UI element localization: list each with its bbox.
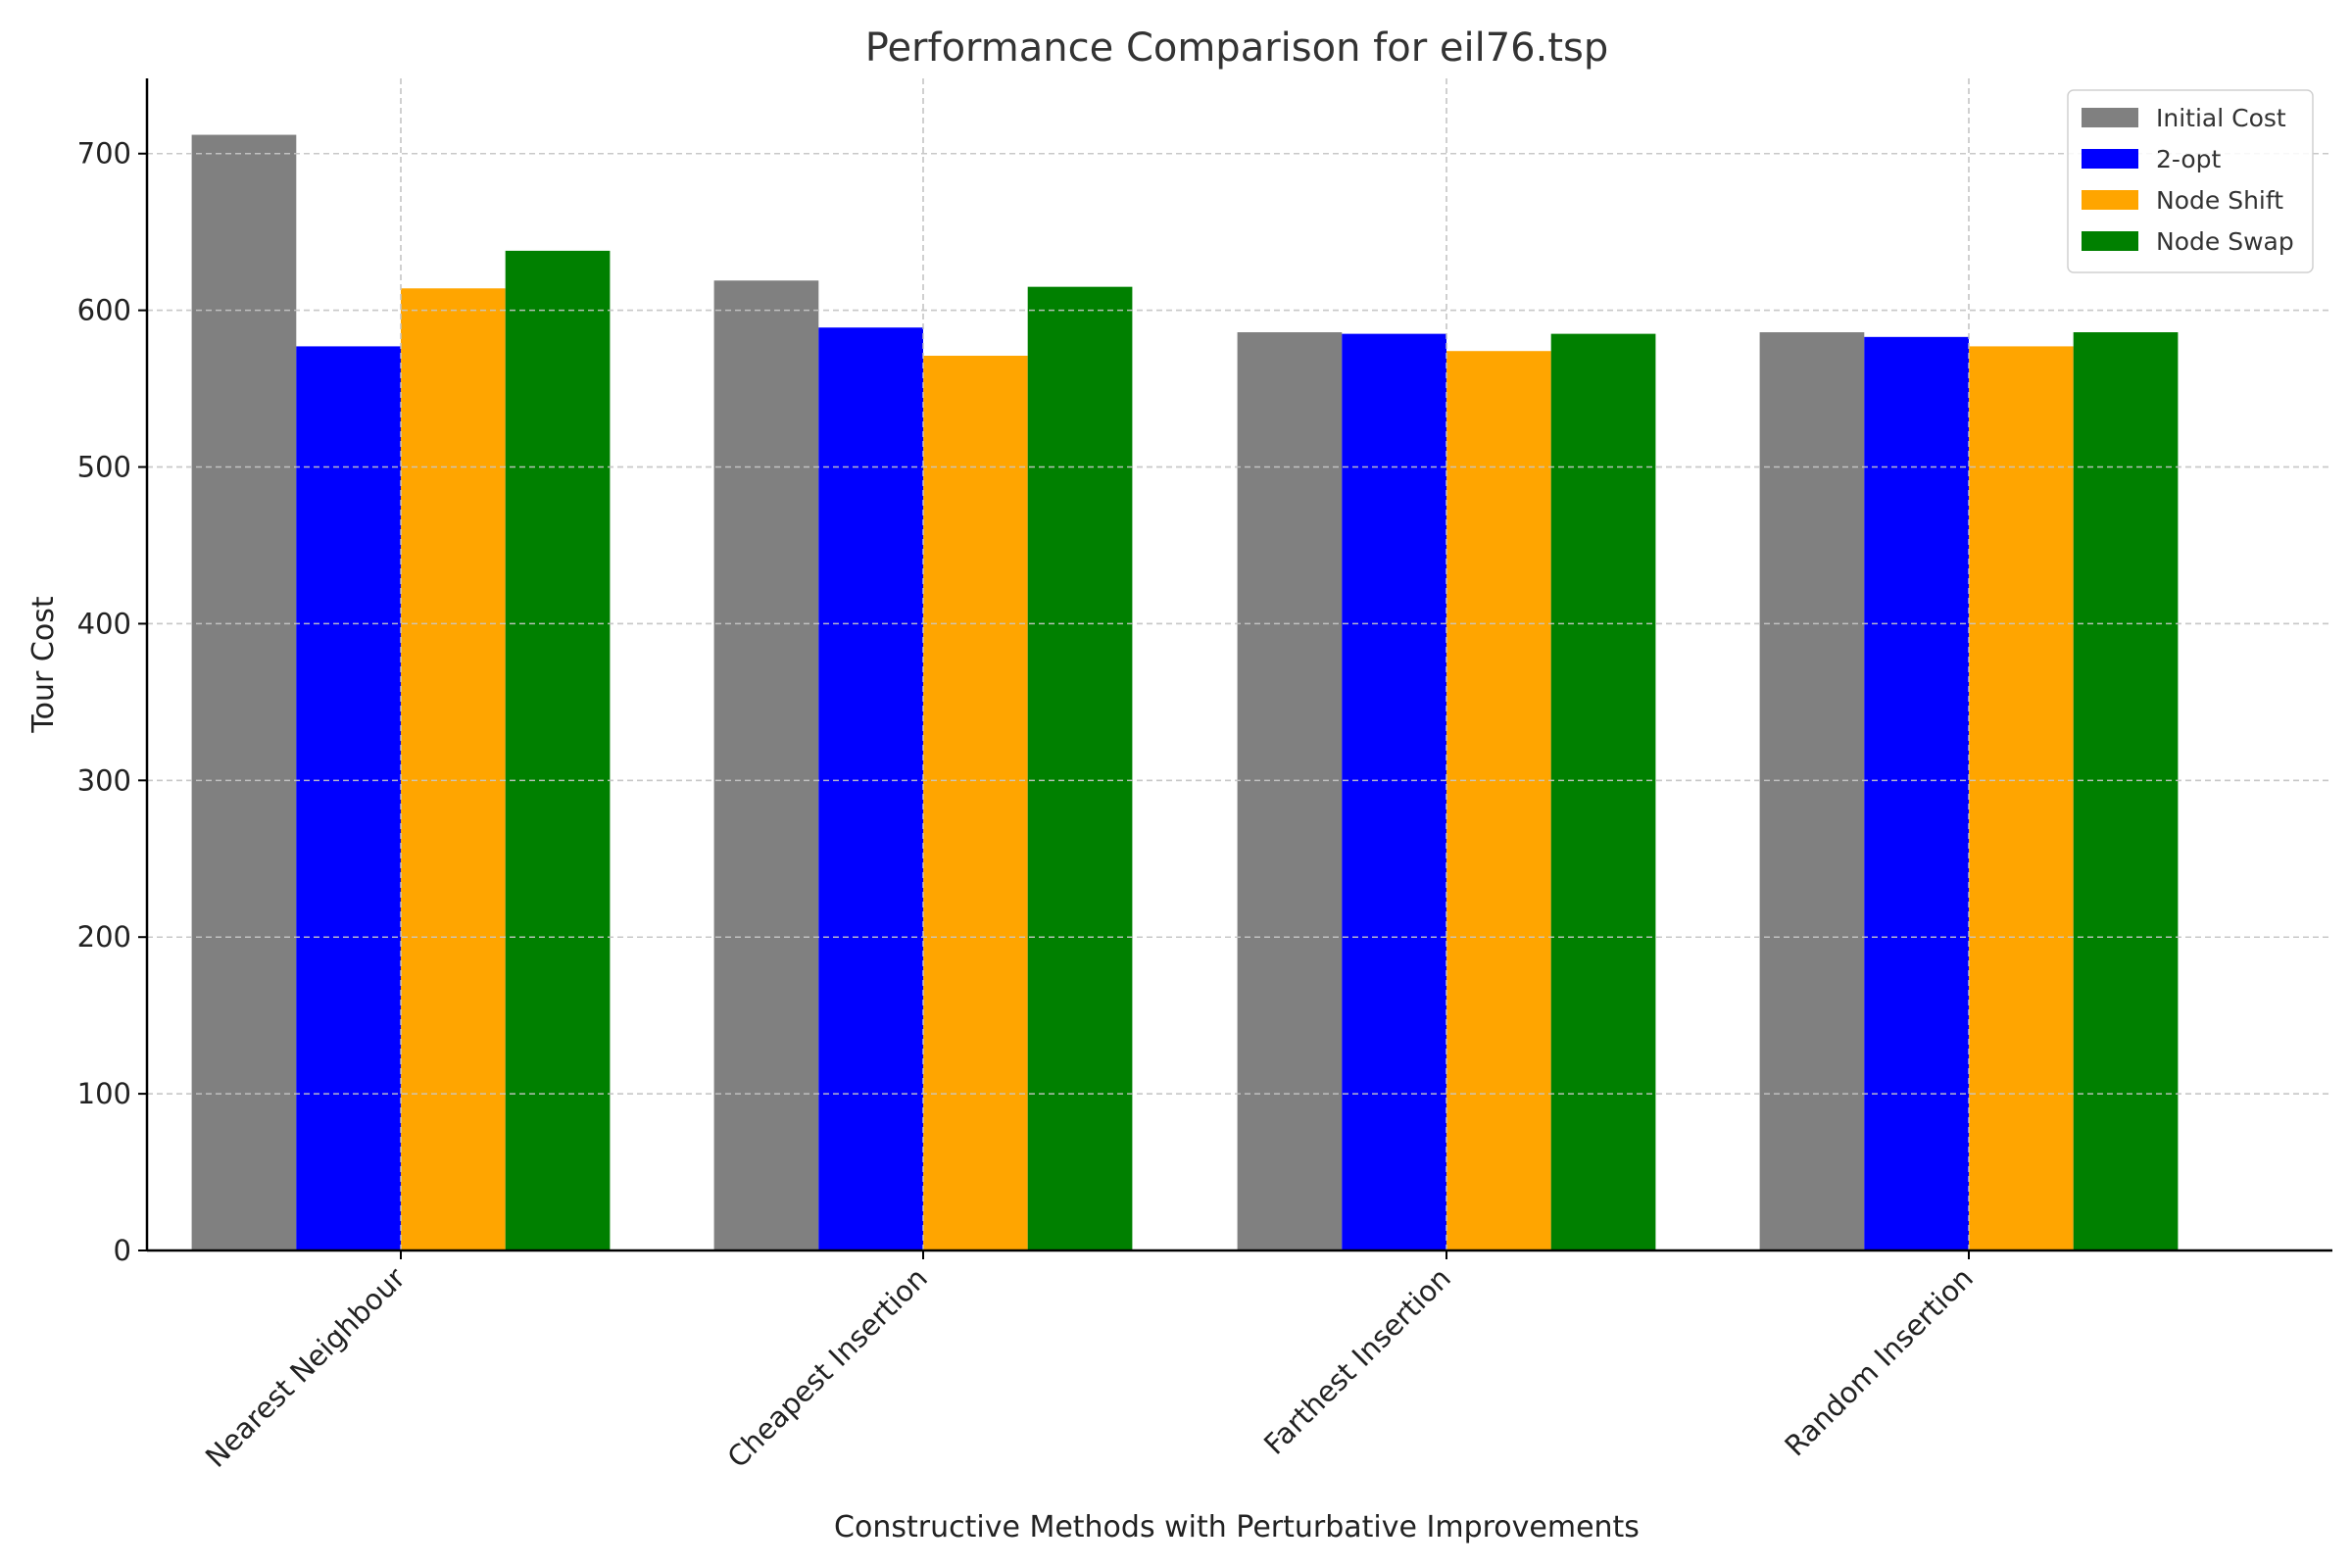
y-tick-label: 600: [77, 294, 131, 327]
bar: [1237, 332, 1343, 1250]
bar: [818, 327, 923, 1250]
legend-label: Node Swap: [2156, 227, 2294, 256]
y-tick-label: 500: [77, 451, 131, 484]
y-tick-label: 100: [77, 1077, 131, 1110]
legend-swatch: [2082, 231, 2138, 251]
x-tick-label: Random Insertion: [1778, 1261, 1980, 1463]
bar: [923, 356, 1028, 1250]
legend-swatch: [2082, 190, 2138, 210]
legend-swatch: [2082, 108, 2138, 127]
bars: [191, 134, 2179, 1251]
bar: [713, 280, 819, 1250]
bar: [1342, 333, 1446, 1250]
bar: [401, 288, 506, 1250]
y-tick-label: 700: [77, 137, 131, 171]
y-tick-label: 300: [77, 763, 131, 797]
y-tick-label: 400: [77, 607, 131, 640]
bar: [1969, 346, 2074, 1250]
x-tick-label: Nearest Neighbour: [199, 1261, 412, 1474]
x-axis-label: Constructive Methods with Perturbative I…: [834, 1510, 1640, 1544]
x-tick-label: Farthest Insertion: [1257, 1261, 1457, 1461]
legend: Initial Cost 2-opt Node Shift Node Swap: [2067, 89, 2314, 273]
bar: [191, 134, 297, 1250]
bar: [296, 346, 401, 1250]
bar: [505, 250, 611, 1251]
legend-label: 2-opt: [2156, 145, 2222, 173]
legend-label: Node Shift: [2156, 186, 2283, 215]
chart-title: Performance Comparison for eil76.tsp: [865, 25, 1608, 71]
bar: [1446, 351, 1551, 1251]
bar: [1550, 333, 1656, 1250]
y-ticks: 0 100 200 300 400 500 600 700: [77, 137, 147, 1267]
bar: [1027, 286, 1133, 1251]
x-tick-label: Cheapest Insertion: [720, 1261, 933, 1474]
legend-swatch: [2082, 149, 2138, 169]
bar: [2073, 332, 2179, 1250]
bar: [1864, 336, 1969, 1251]
y-tick-label: 200: [77, 920, 131, 954]
x-ticks: Nearest Neighbour Cheapest Insertion Farth…: [199, 1250, 1980, 1474]
legend-box: [2067, 89, 2314, 273]
bar: [1759, 332, 1865, 1250]
y-axis-label: Tour Cost: [26, 596, 61, 733]
y-tick-label: 0: [114, 1234, 131, 1267]
legend-label: Initial Cost: [2156, 104, 2286, 132]
grid-overlay: [147, 78, 2332, 1250]
